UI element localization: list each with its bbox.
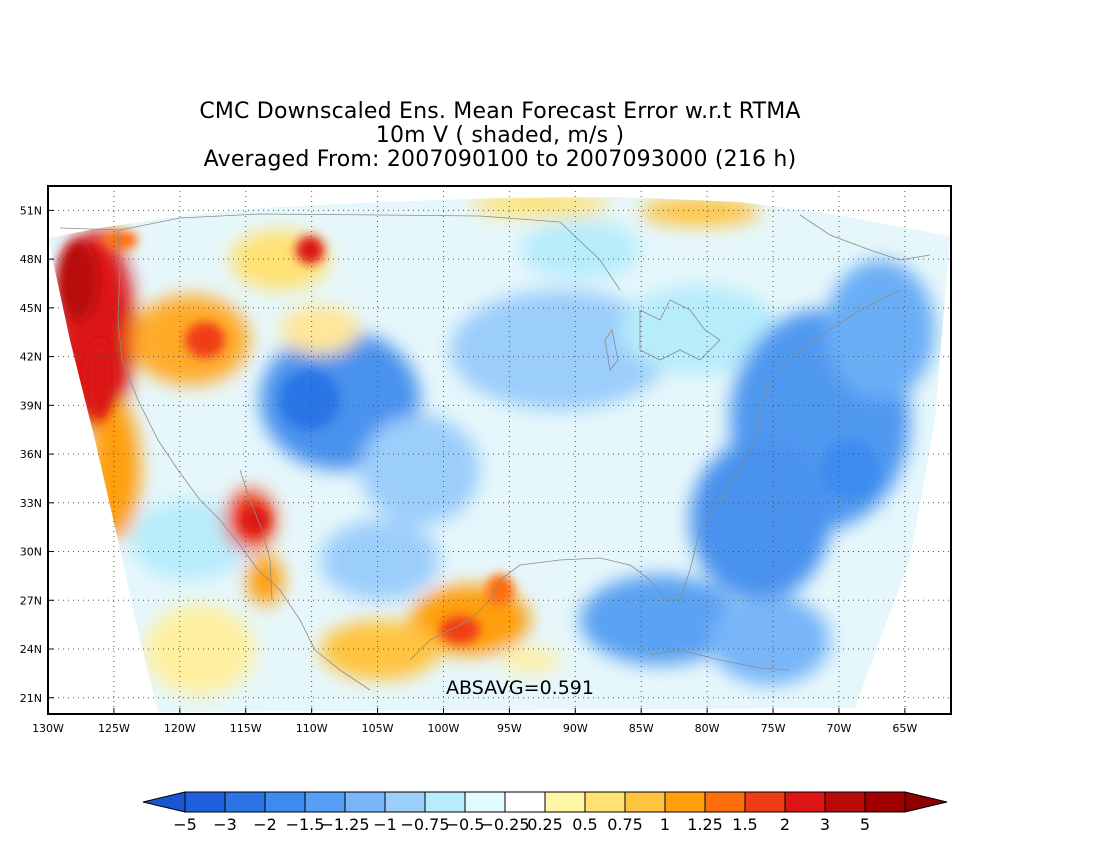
colorbar-swatch (544, 791, 586, 813)
lon-tick-label: 85W (629, 722, 654, 735)
colorbar-swatch (384, 791, 426, 813)
lat-tick-label: 36N (20, 448, 42, 461)
lat-tick-label: 42N (20, 351, 42, 364)
lat-tick-label: 39N (20, 399, 42, 412)
lon-tick-label: 120W (164, 722, 196, 735)
colorbar-label: 3 (820, 815, 830, 834)
colorbar-label: −0.75 (400, 815, 449, 834)
colorbar-swatch (664, 791, 706, 813)
colorbar-swatch (784, 791, 826, 813)
lon-tick-label: 75W (761, 722, 786, 735)
map-title: CMC Downscaled Ens. Mean Forecast Error … (0, 100, 1000, 172)
colorbar-label: −2 (253, 815, 277, 834)
lon-tick-label: 100W (428, 722, 460, 735)
lat-tick-label: 51N (20, 204, 42, 217)
title-line-2: 10m V ( shaded, m/s ) (375, 123, 625, 148)
colorbar-label: −3 (213, 815, 237, 834)
lat-tick-label: 48N (20, 253, 42, 266)
lon-tick-label: 95W (497, 722, 522, 735)
title-line-3: Averaged From: 2007090100 to 2007093000 … (203, 147, 797, 172)
colorbar-label: 2 (780, 815, 790, 834)
colorbar-over-arrow (904, 791, 948, 813)
cuba (649, 649, 791, 671)
lon-tick-label: 70W (827, 722, 852, 735)
colorbar-label: −1.25 (320, 815, 369, 834)
colorbar-swatch (264, 791, 306, 813)
lat-tick-label: 33N (20, 497, 42, 510)
coastline-west (117, 229, 371, 691)
colorbar-label: 0.75 (607, 815, 643, 834)
lat-tick-label: 27N (20, 594, 42, 607)
colorbar-swatch (184, 791, 226, 813)
lat-tick-label: 45N (20, 302, 42, 315)
colorbar-swatch (224, 791, 266, 813)
colorbar-label: 0.25 (527, 815, 563, 834)
lon-tick-label: 80W (695, 722, 720, 735)
colorbar-swatch (744, 791, 786, 813)
colorbar-under-arrow (142, 791, 186, 813)
colorbar-swatch (504, 791, 546, 813)
colorbar-label: −5 (173, 815, 197, 834)
lon-tick-label: 115W (230, 722, 262, 735)
absavg-annotation: ABSAVG=0.591 (446, 677, 594, 699)
longitude-axis: 130W 125W 120W 115W 110W 105W 100W 95W 90W 85W 80W… (32, 708, 917, 735)
colorbar-label: 1.5 (732, 815, 757, 834)
colorbar-label: −0.5 (446, 815, 485, 834)
colorbar-swatch (704, 791, 746, 813)
lat-tick-label: 30N (20, 546, 42, 559)
colorbar-swatch (304, 791, 346, 813)
lat-tick-label: 21N (20, 692, 42, 705)
lon-tick-label: 125W (98, 722, 130, 735)
coastlines (59, 213, 931, 691)
colorbar: −5 −3 −2 −1.5−1.25 −1 −0.75−0.5−0.250.25 0.5 0.… (142, 791, 948, 834)
colorbar-label: 1.25 (687, 815, 723, 834)
colorbar-label: −0.25 (480, 815, 529, 834)
gridlines (47, 186, 951, 714)
lon-tick-label: 105W (362, 722, 394, 735)
lon-tick-label: 110W (296, 722, 328, 735)
lon-tick-label: 90W (563, 722, 588, 735)
lon-tick-label: 65W (892, 722, 917, 735)
colorbar-label: 1 (660, 815, 670, 834)
colorbar-swatch (344, 791, 386, 813)
latitude-axis: 51N 48N 45N 42N 39N 36N 33N 30N 27N 24N 21N (20, 204, 54, 705)
title-line-1: CMC Downscaled Ens. Mean Forecast Error … (199, 99, 801, 124)
colorbar-label: −1.5 (286, 815, 325, 834)
colorbar-label: −1 (373, 815, 397, 834)
shaded-field (48, 197, 950, 712)
colorbar-swatch (624, 791, 666, 813)
plot-frame (47, 185, 952, 715)
coastline-northeast (799, 214, 931, 261)
colorbar-swatch (864, 791, 906, 813)
coastline-east (409, 289, 901, 661)
colorbar-label: 0.5 (572, 815, 597, 834)
lat-tick-label: 24N (20, 643, 42, 656)
field-detail (58, 230, 880, 644)
border-canada (59, 213, 621, 291)
colorbar-swatch (824, 791, 866, 813)
colorbar-label: 5 (860, 815, 870, 834)
colorbar-swatch (464, 791, 506, 813)
colorbar-swatch (424, 791, 466, 813)
lon-tick-label: 130W (32, 722, 64, 735)
colorbar-swatch (584, 791, 626, 813)
coastline-baja (239, 469, 273, 601)
lake-michigan (604, 329, 619, 371)
